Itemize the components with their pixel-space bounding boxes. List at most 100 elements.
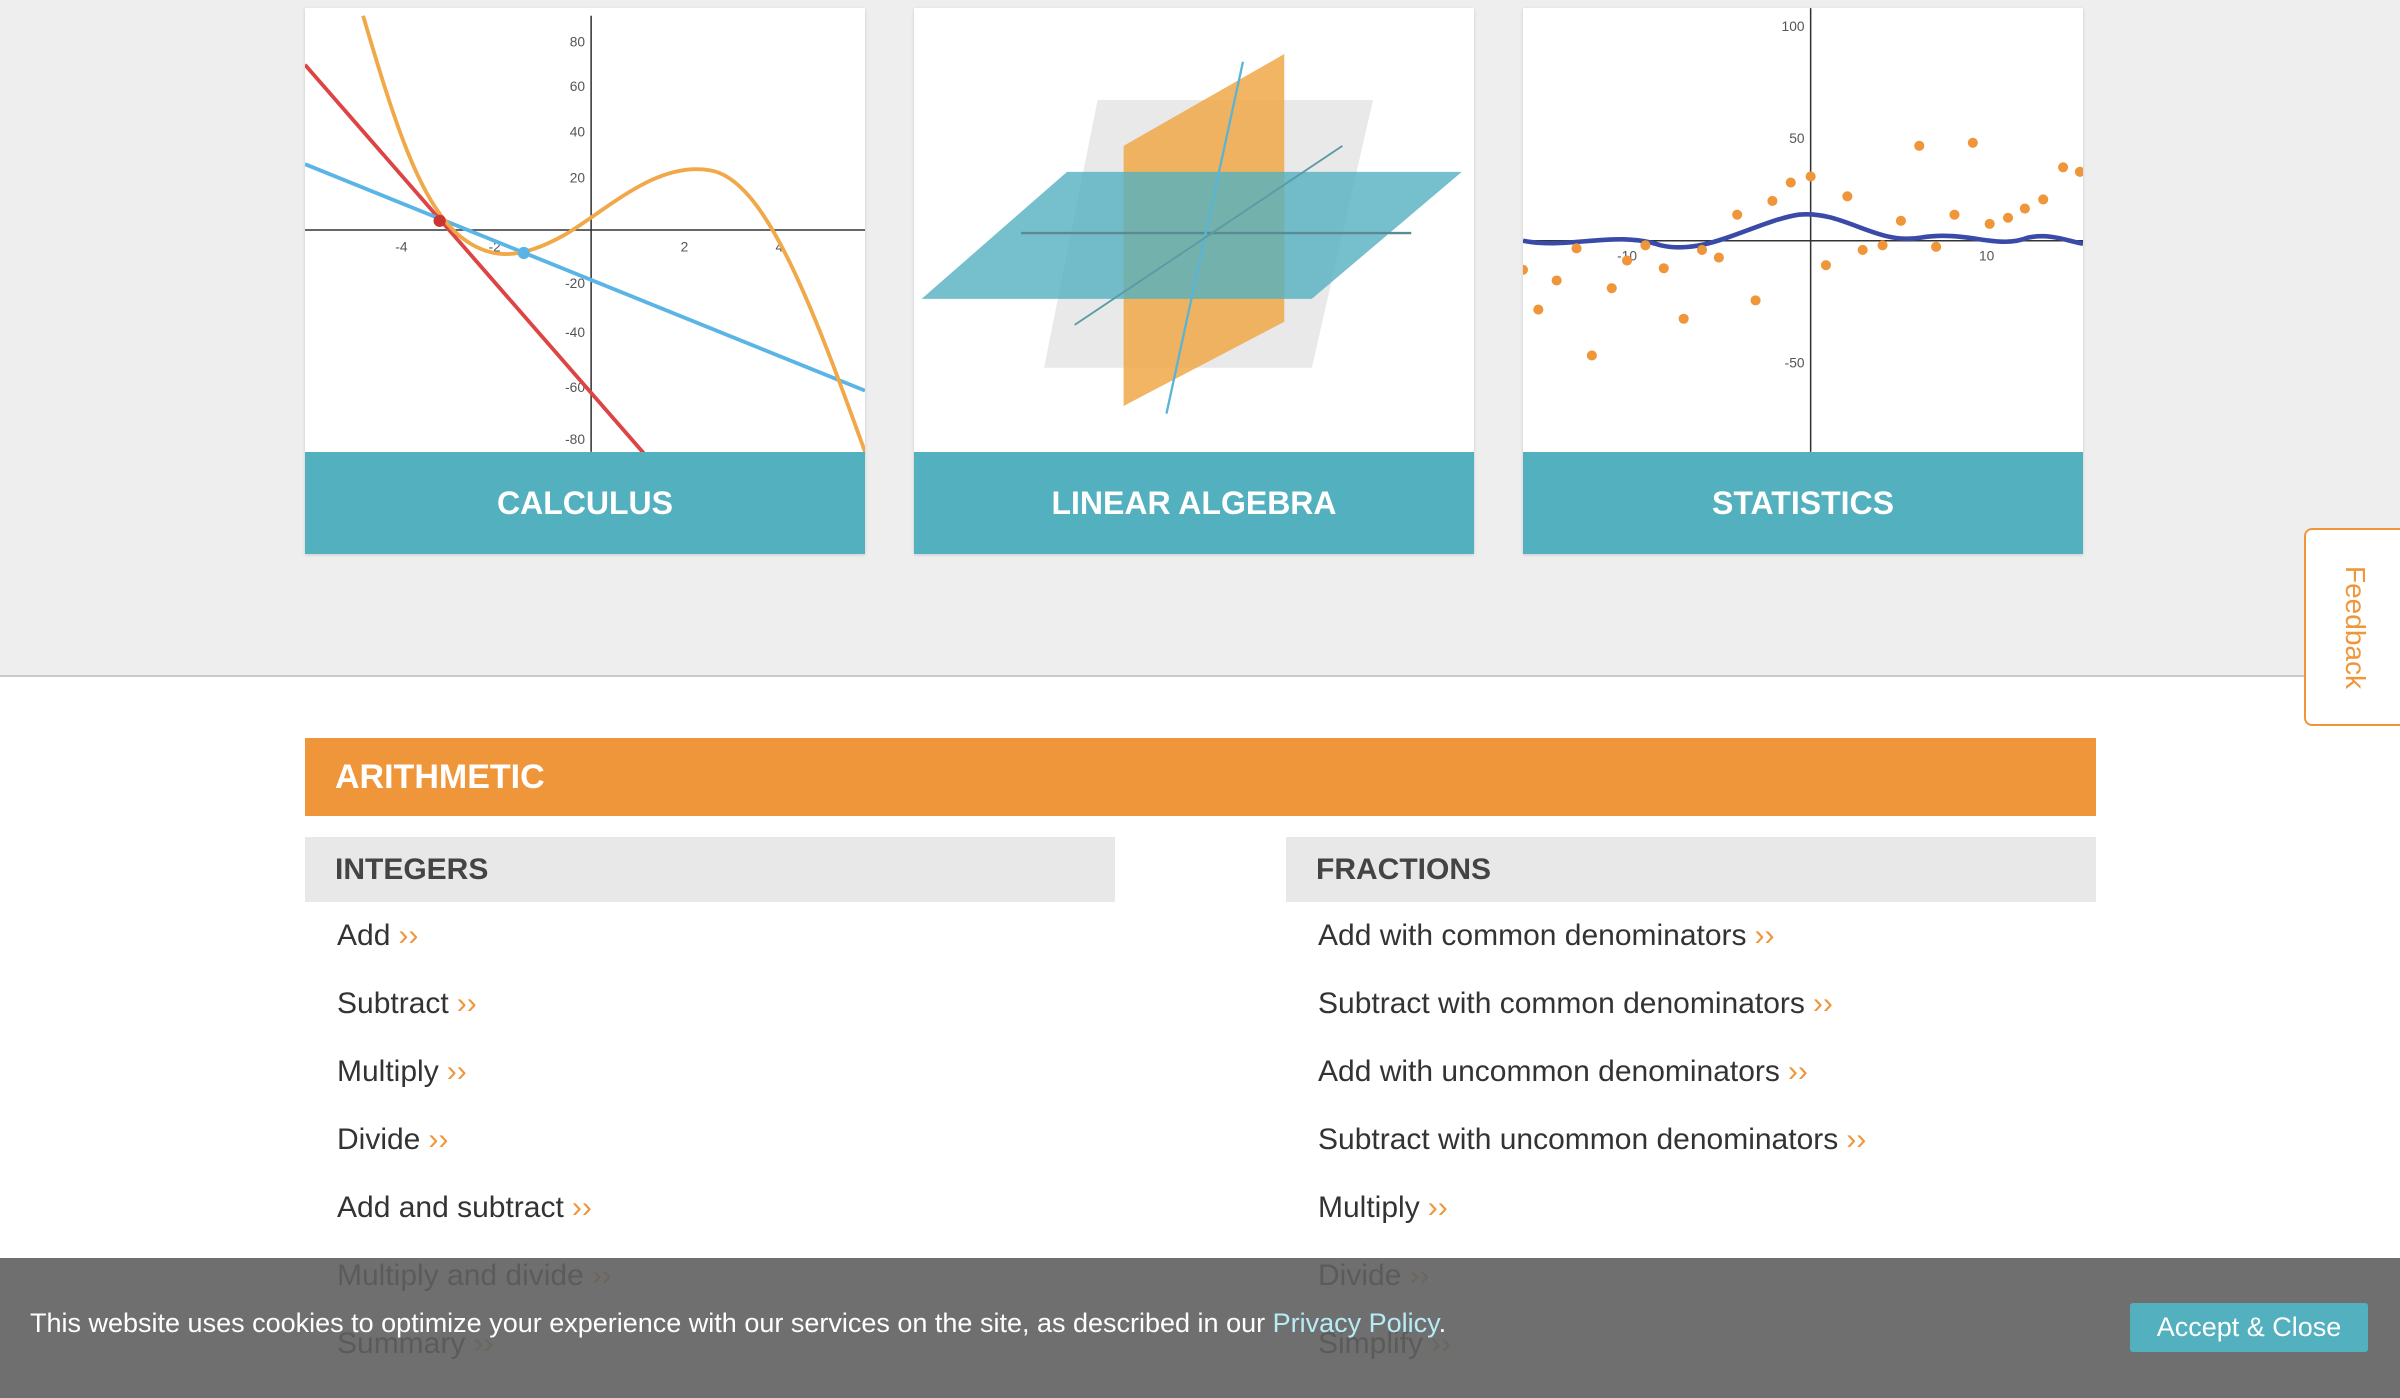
more-arrow: ›› xyxy=(571,1191,592,1224)
card[interactable]: 80 60 40 20 -20 -40 -60 -80 -4 -2 2 4 CALCULUS xyxy=(305,8,865,554)
decor-dot xyxy=(2038,194,2049,205)
group-header: FRACTIONS xyxy=(1286,837,2096,902)
topic-label: Add with uncommon denominators xyxy=(1318,1055,1780,1088)
cookie-banner: This website uses cookies to optimize yo… xyxy=(0,1258,2400,1398)
topic-link[interactable]: Add ›› xyxy=(305,902,1115,970)
x-tick-label: 10 xyxy=(1979,249,1995,264)
topic-link[interactable]: Add and subtract ›› xyxy=(305,1174,1115,1242)
section-header: ARITHMETIC xyxy=(305,738,2096,816)
topic-label: Subtract xyxy=(337,987,449,1020)
y-tick-label: 50 xyxy=(1789,131,1805,146)
decor-dot xyxy=(1732,209,1743,220)
card[interactable]: LINEAR ALGEBRA xyxy=(914,8,1474,554)
topic-label: Multiply xyxy=(1318,1191,1420,1224)
decor-dot xyxy=(1713,252,1724,263)
more-arrow: ›› xyxy=(1846,1123,1867,1156)
topic-link[interactable]: Add with uncommon denominators ›› xyxy=(1286,1038,2096,1106)
more-arrow: ›› xyxy=(398,919,419,952)
privacy-link[interactable]: Privacy Policy xyxy=(1272,1308,1439,1338)
topic-label: Subtract with uncommon denominators xyxy=(1318,1123,1839,1156)
more-arrow: ›› xyxy=(428,1123,449,1156)
topic-label: Subtract with common denominators xyxy=(1318,987,1805,1020)
decor-dot xyxy=(1571,243,1582,254)
topic-link[interactable]: Divide›› xyxy=(305,1106,1115,1174)
decor-dot xyxy=(1877,240,1888,251)
y-tick-label: 60 xyxy=(570,79,586,94)
more-arrow: ›› xyxy=(1812,987,1833,1020)
topic-link[interactable]: Subtract with common denominators ›› xyxy=(1286,970,2096,1038)
y-tick-label: 100 xyxy=(1782,19,1805,34)
decor-dot xyxy=(1931,241,1942,252)
topic-link[interactable]: Subtract ›› xyxy=(305,970,1115,1038)
y-tick-label: 80 xyxy=(570,34,586,49)
decor-dot xyxy=(2019,203,2030,214)
decor-dot xyxy=(1640,240,1651,251)
topic-label: Add with common denominators xyxy=(1318,919,1747,952)
more-arrow: ›› xyxy=(1754,919,1775,952)
y-tick-label: -40 xyxy=(565,325,585,340)
feedback-label: Feedback xyxy=(2340,565,2371,689)
decor-dot xyxy=(1586,350,1597,361)
topic-link[interactable]: Multiply ›› xyxy=(1286,1174,2096,1242)
cookie-text: This website uses cookies to optimize yo… xyxy=(30,1308,1273,1338)
decor-dot xyxy=(1842,191,1853,202)
decor-dot xyxy=(1533,304,1544,315)
decor-dot xyxy=(1967,137,1978,148)
linear-algebra-illustration xyxy=(921,54,1462,414)
decor-dot xyxy=(1895,215,1906,226)
decor-dot xyxy=(1551,275,1562,286)
group: FRACTIONS Add with common denominators ›› S… xyxy=(1286,837,2096,1378)
decor-dot xyxy=(2074,166,2083,177)
y-tick-label: -20 xyxy=(565,276,585,291)
card-title: STATISTICS xyxy=(1523,452,2083,554)
decor-dot xyxy=(1914,140,1925,151)
card-title: LINEAR ALGEBRA xyxy=(914,452,1474,554)
decor-dot xyxy=(1606,283,1617,294)
y-tick-label: -50 xyxy=(1785,356,1805,371)
accept-button[interactable]: Accept & Close xyxy=(2130,1303,2368,1352)
decor-dot xyxy=(1621,255,1633,266)
topic-link[interactable]: Multiply ›› xyxy=(305,1038,1115,1106)
decor-dot xyxy=(1767,195,1778,206)
decor-dot xyxy=(1750,295,1761,306)
decor-dot xyxy=(1949,209,1960,220)
more-arrow: ›› xyxy=(446,1055,467,1088)
decor-dot xyxy=(1785,177,1796,188)
topic-label: Add xyxy=(337,919,391,952)
cookie-text: . xyxy=(1438,1308,1447,1338)
decor-dot xyxy=(1984,218,1995,229)
decor-dot xyxy=(1678,313,1689,324)
topic-link[interactable]: Subtract with uncommon denominators ›› xyxy=(1286,1106,2096,1174)
more-arrow: ›› xyxy=(456,987,477,1020)
decor-dot xyxy=(1805,171,1816,182)
group-header: INTEGERS xyxy=(305,837,1115,902)
topic-link[interactable]: Add with common denominators ›› xyxy=(1286,902,2096,970)
decor-dot xyxy=(1857,244,1868,255)
x-tick-label: 4 xyxy=(775,239,783,254)
x-tick-label: -4 xyxy=(395,239,408,254)
decor-dot xyxy=(1820,260,1831,271)
topic-label: Multiply xyxy=(337,1055,439,1088)
x-tick-label: 2 xyxy=(681,239,689,254)
card-title: CALCULUS xyxy=(305,452,865,554)
y-tick-label: 40 xyxy=(570,125,586,140)
y-tick-label: -80 xyxy=(565,432,585,447)
topic-label: Add and subtract xyxy=(337,1191,564,1224)
hero: 80 60 40 20 -20 -40 -60 -80 -4 -2 2 4 CALCULUS LINE… xyxy=(0,0,2400,677)
cookie-notice: This website uses cookies to optimize yo… xyxy=(30,1308,1446,1339)
decor-dot xyxy=(2002,212,2014,223)
more-arrow: ›› xyxy=(1427,1191,1448,1224)
decor-dot xyxy=(2058,162,2069,173)
decor-dot xyxy=(1523,264,1529,275)
decor-dot xyxy=(1696,244,1708,255)
decor-dot xyxy=(1658,263,1669,274)
feedback-tab[interactable]: Feedback xyxy=(2304,528,2400,726)
topic-label: Divide xyxy=(337,1123,421,1156)
y-tick-label: -60 xyxy=(565,380,585,395)
y-tick-label: 20 xyxy=(570,171,586,186)
more-arrow: ›› xyxy=(1787,1055,1808,1088)
